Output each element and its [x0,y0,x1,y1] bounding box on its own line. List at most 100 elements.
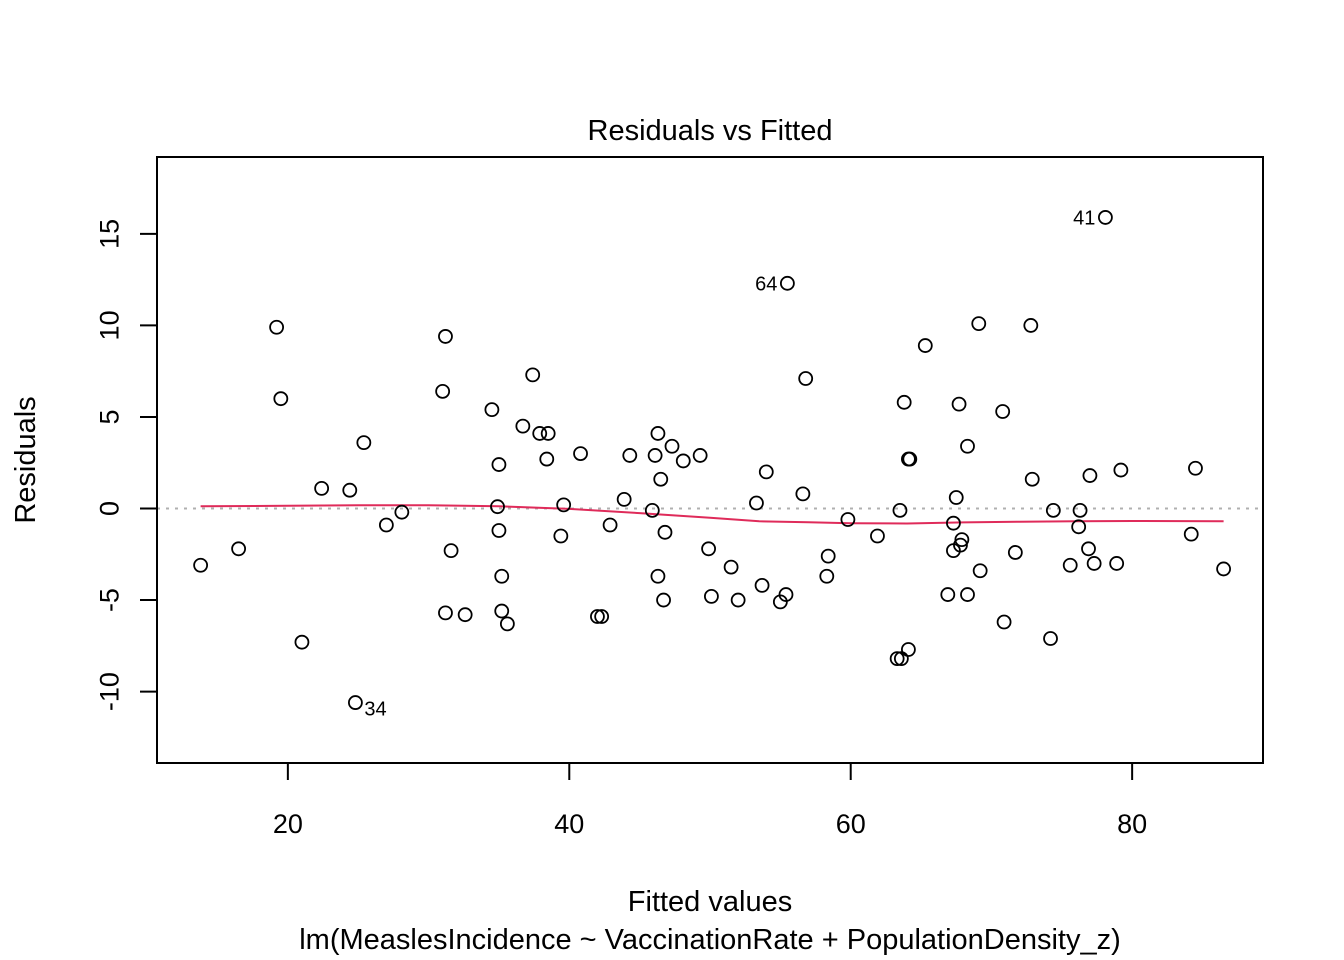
x-axis-title: Fitted values [628,886,792,918]
data-point [798,371,814,386]
point-label: 34 [364,699,386,721]
data-point [443,543,459,559]
data-point [556,497,572,513]
data-point [1043,631,1058,646]
data-point [378,517,394,533]
data-point [457,607,473,623]
data-point [901,642,916,657]
data-point [622,448,638,463]
data-point [494,568,510,584]
data-point [749,495,764,511]
y-tick-label: -10 [94,672,124,711]
chart-subtitle: lm(MeaslesIncidence ~ VaccinationRate + … [299,924,1121,956]
data-point [647,448,663,463]
data-point [590,609,605,624]
data-point [594,609,610,624]
data-point [996,614,1012,630]
y-tick-label: 15 [94,219,124,249]
data-point [1183,526,1199,542]
data-point [273,391,289,407]
y-tick-label: -5 [94,588,124,612]
data-point [656,592,671,608]
data-point [1072,502,1088,518]
y-axis-title: Residuals [10,396,42,523]
data-point [704,588,719,604]
data-point [1086,556,1102,571]
data-point [342,482,358,498]
data-point [653,471,669,487]
data-point [540,426,556,441]
data-point [971,316,987,332]
data-point [515,418,531,434]
data-point [491,457,507,472]
data-point [960,438,975,454]
data-point [889,651,905,667]
data-point [951,396,967,412]
data-point [532,426,548,441]
data-point [779,275,795,291]
x-tick-label: 20 [273,809,303,839]
data-point [946,515,961,531]
data-point [499,616,515,632]
data-point [394,504,410,520]
data-point [435,383,451,399]
data-point [1082,468,1098,483]
data-point [650,426,666,441]
y-tick-label: 5 [94,409,124,424]
data-point [995,404,1011,419]
data-point [644,502,660,518]
point-label: 41 [1073,207,1095,229]
data-point [664,438,680,454]
data-point [1081,541,1096,557]
data-point [692,448,708,463]
data-point [1071,519,1087,535]
data-point [896,394,912,410]
data-point [723,559,739,575]
data-point [960,587,975,602]
data-point [701,541,716,557]
data-point [438,605,453,621]
data-point [314,480,330,496]
y-tick-label: 0 [94,501,124,516]
data-point [902,451,918,467]
point-label: 64 [755,273,777,295]
data-point [1113,462,1129,478]
data-point [1098,210,1113,225]
data-point [491,523,507,538]
data-point [1045,502,1061,518]
data-point [356,435,372,451]
chart-title: Residuals vs Fitted [588,115,833,147]
data-point [438,329,453,344]
data-point [893,651,909,667]
y-tick-label: 10 [94,310,124,340]
data-point [870,528,885,544]
data-point [294,634,310,650]
data-point [1007,545,1023,560]
data-point [948,490,964,505]
data-point [892,502,908,518]
data-point [1109,556,1125,571]
data-point [730,592,746,608]
data-point [490,499,505,515]
data-point [553,528,569,544]
data-point [758,464,774,480]
data-point [650,568,666,584]
x-tick-label: 60 [836,809,866,839]
data-point [819,568,835,584]
x-tick-label: 40 [554,809,584,839]
data-point [602,517,618,533]
plot-area: 20 40 60 80 -10 -5 0 5 10 15 34 64 41 [94,207,1263,839]
smooth-line [200,504,1224,525]
data-point [525,367,541,383]
data-point [754,578,770,593]
data-point [1023,318,1039,333]
data-point [954,532,970,548]
data-point [539,451,555,467]
data-point [675,453,691,469]
data-point [1062,557,1078,573]
data-point [269,319,285,335]
data-point [840,512,856,527]
data-point [616,491,632,507]
data-point [1188,460,1203,476]
